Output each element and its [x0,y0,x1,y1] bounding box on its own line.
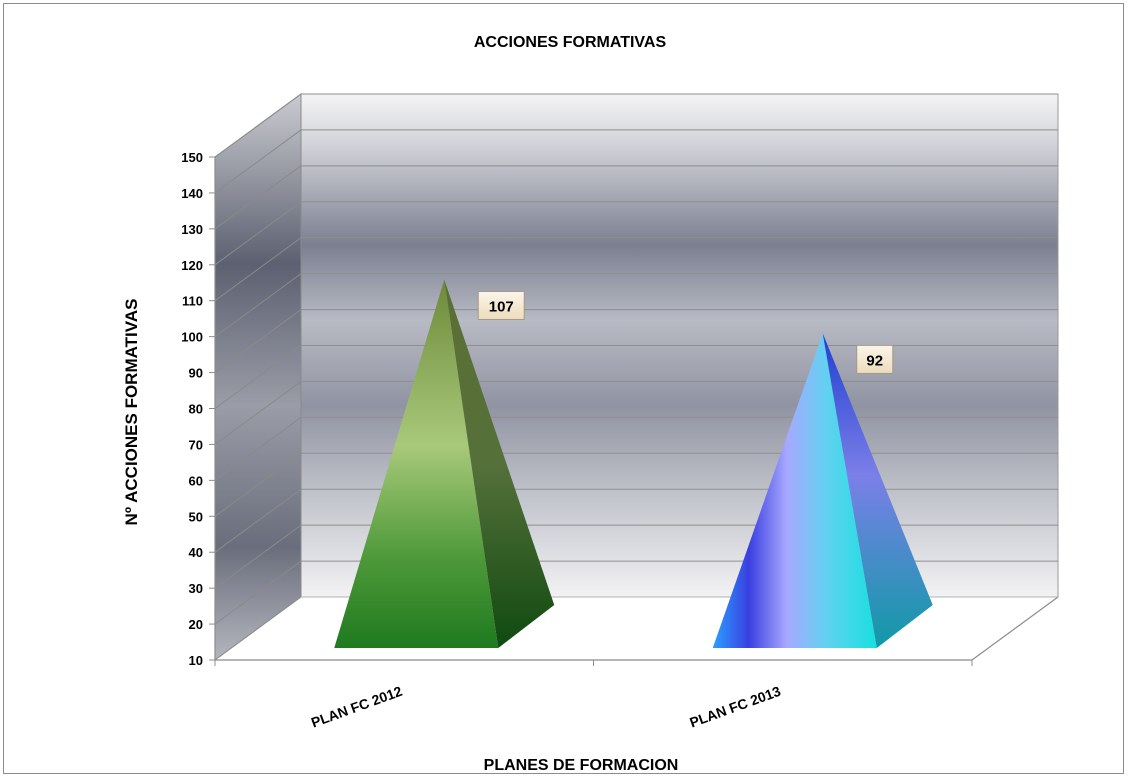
y-tick-label: 150 [181,150,203,165]
bar-2 [712,333,933,648]
chart-title: ACCIONES FORMATIVAS [474,34,667,51]
gridline-side [214,488,302,553]
y-tick-label: 130 [181,222,203,237]
pyramid-front-face [334,279,499,648]
gridline-side [214,381,302,445]
bar-1 [334,279,555,648]
y-tick-label: 60 [189,473,203,488]
gridline-side [214,596,302,661]
gridline-side [214,129,302,194]
pyramid-side-face [822,333,933,648]
gridline-side [214,309,302,373]
floor-edge [971,596,1059,661]
gridline-side [214,237,302,302]
y-tick-label: 70 [189,437,203,452]
plot-walls [214,93,1059,661]
gridline-side [214,165,302,230]
y-tick-label: 40 [189,545,203,560]
x-tick-label: PLAN FC 2013 [687,683,783,731]
data-labels: 107 92 [477,290,894,374]
data-label-1: 107 [477,290,525,320]
gridline-side [214,345,302,409]
y-tick-label: 100 [181,330,203,345]
y-axis-title: Nº ACCIONES FORMATIVAS [122,299,141,526]
y-tick-label: 90 [189,366,203,381]
data-label-2: 92 [856,344,894,374]
x-axis-title: PLANES DE FORMACION [484,757,679,774]
y-tick-label: 50 [189,509,203,524]
gridline-side [214,93,302,158]
y-tick-label: 80 [189,402,203,417]
gridline-side [214,201,302,266]
x-axis-ticks: PLAN FC 2012 PLAN FC 2013 [309,683,783,731]
y-tick-label: 20 [189,617,203,632]
y-tick-label: 120 [181,258,203,273]
y-axis-ticks: 10 20 30 40 50 60 70 80 90 100 110 120 130 140 150 [181,150,215,668]
gridline-side [214,273,302,338]
gridline-side [214,524,302,589]
bars [334,279,933,648]
y-tick-label: 10 [189,653,203,668]
y-tick-label: 140 [181,186,203,201]
pyramid-side-face [444,279,555,648]
gridline-side [214,416,302,481]
y-tick-label: 110 [182,294,203,309]
gridline-side [214,452,302,517]
y-tick-label: 30 [189,581,203,596]
data-label-box [856,344,894,374]
data-label-text: 92 [866,352,883,369]
data-label-box [477,290,525,320]
x-tick-label: PLAN FC 2012 [309,683,405,731]
gridline-side [214,560,302,625]
data-label-text: 107 [489,298,514,315]
pyramid-front-face [712,333,877,648]
